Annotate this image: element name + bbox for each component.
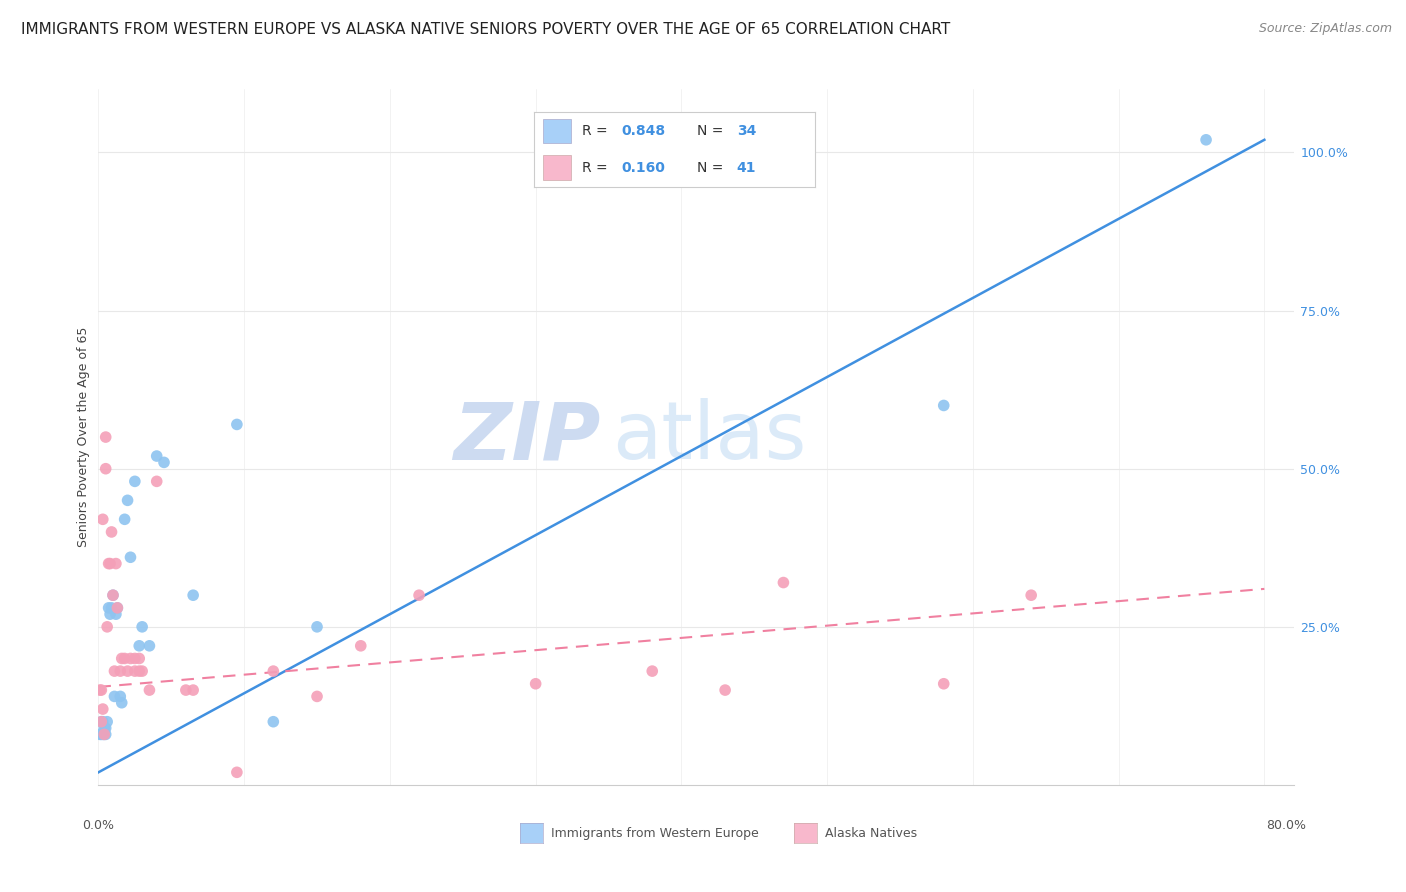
Point xyxy=(131,664,153,678)
Point xyxy=(225,765,247,780)
Point xyxy=(90,714,112,729)
Point xyxy=(98,557,121,571)
Text: Source: ZipAtlas.com: Source: ZipAtlas.com xyxy=(1258,22,1392,36)
Point xyxy=(932,399,955,413)
Point xyxy=(105,600,128,615)
Point xyxy=(91,727,114,741)
Point xyxy=(90,727,112,741)
Text: R =: R = xyxy=(582,124,612,138)
Point xyxy=(101,588,124,602)
Text: N =: N = xyxy=(697,161,728,175)
Point xyxy=(110,664,132,678)
Point xyxy=(97,600,120,615)
Point xyxy=(1195,133,1218,147)
Point xyxy=(932,677,955,691)
Text: 0.848: 0.848 xyxy=(621,124,665,138)
Point xyxy=(117,493,139,508)
Y-axis label: Seniors Poverty Over the Age of 65: Seniors Poverty Over the Age of 65 xyxy=(77,326,90,548)
Point xyxy=(117,664,139,678)
Point xyxy=(90,714,112,729)
Text: Alaska Natives: Alaska Natives xyxy=(825,827,918,839)
Point xyxy=(96,620,118,634)
Point xyxy=(93,727,115,741)
Point xyxy=(145,449,167,463)
Text: IMMIGRANTS FROM WESTERN EUROPE VS ALASKA NATIVE SENIORS POVERTY OVER THE AGE OF : IMMIGRANTS FROM WESTERN EUROPE VS ALASKA… xyxy=(21,22,950,37)
Point xyxy=(110,690,132,704)
Point xyxy=(111,651,134,665)
Point xyxy=(93,727,115,741)
Point xyxy=(124,475,146,489)
Point xyxy=(350,639,373,653)
Point xyxy=(181,683,204,698)
Point xyxy=(128,664,150,678)
Text: N =: N = xyxy=(697,124,728,138)
Point xyxy=(262,714,284,729)
Point xyxy=(91,702,114,716)
Text: 0.0%: 0.0% xyxy=(83,819,114,831)
Point xyxy=(94,430,117,444)
Point xyxy=(100,524,122,539)
Point xyxy=(97,557,120,571)
Point xyxy=(91,512,114,526)
Text: ZIP: ZIP xyxy=(453,398,600,476)
Point xyxy=(181,588,204,602)
Point xyxy=(111,696,134,710)
Point xyxy=(94,461,117,475)
Text: 41: 41 xyxy=(737,161,756,175)
Point xyxy=(408,588,430,602)
Point xyxy=(1019,588,1042,602)
Point xyxy=(114,651,136,665)
Point xyxy=(91,714,114,729)
Point xyxy=(94,727,117,741)
Text: R =: R = xyxy=(582,161,612,175)
Point xyxy=(89,727,111,741)
Point xyxy=(120,550,142,565)
Point xyxy=(89,683,111,698)
Point xyxy=(305,690,328,704)
Point xyxy=(94,721,117,735)
Point xyxy=(120,651,142,665)
Point xyxy=(714,683,737,698)
Point xyxy=(262,664,284,678)
Point xyxy=(104,557,127,571)
Point xyxy=(524,677,547,691)
Point xyxy=(93,721,115,735)
Point xyxy=(131,620,153,634)
Text: 80.0%: 80.0% xyxy=(1267,819,1306,831)
Point xyxy=(138,683,160,698)
Point xyxy=(124,651,146,665)
Bar xyxy=(543,155,571,179)
Point xyxy=(105,600,128,615)
Point xyxy=(101,588,124,602)
Point xyxy=(114,512,136,526)
Point xyxy=(128,651,150,665)
Point xyxy=(90,683,112,698)
Point xyxy=(104,607,127,622)
Point xyxy=(138,639,160,653)
Text: 0.160: 0.160 xyxy=(621,161,665,175)
Text: 34: 34 xyxy=(737,124,756,138)
Point xyxy=(98,607,121,622)
Point xyxy=(225,417,247,432)
Point xyxy=(145,475,167,489)
Point xyxy=(128,639,150,653)
Point xyxy=(153,455,176,469)
Bar xyxy=(543,119,571,144)
Text: atlas: atlas xyxy=(613,398,807,476)
Point xyxy=(641,664,664,678)
Point xyxy=(96,714,118,729)
Point xyxy=(305,620,328,634)
Point xyxy=(124,664,146,678)
Point xyxy=(772,575,794,590)
Text: Immigrants from Western Europe: Immigrants from Western Europe xyxy=(551,827,759,839)
Point xyxy=(100,600,122,615)
Point xyxy=(174,683,197,698)
Point xyxy=(103,690,125,704)
Point xyxy=(103,664,125,678)
